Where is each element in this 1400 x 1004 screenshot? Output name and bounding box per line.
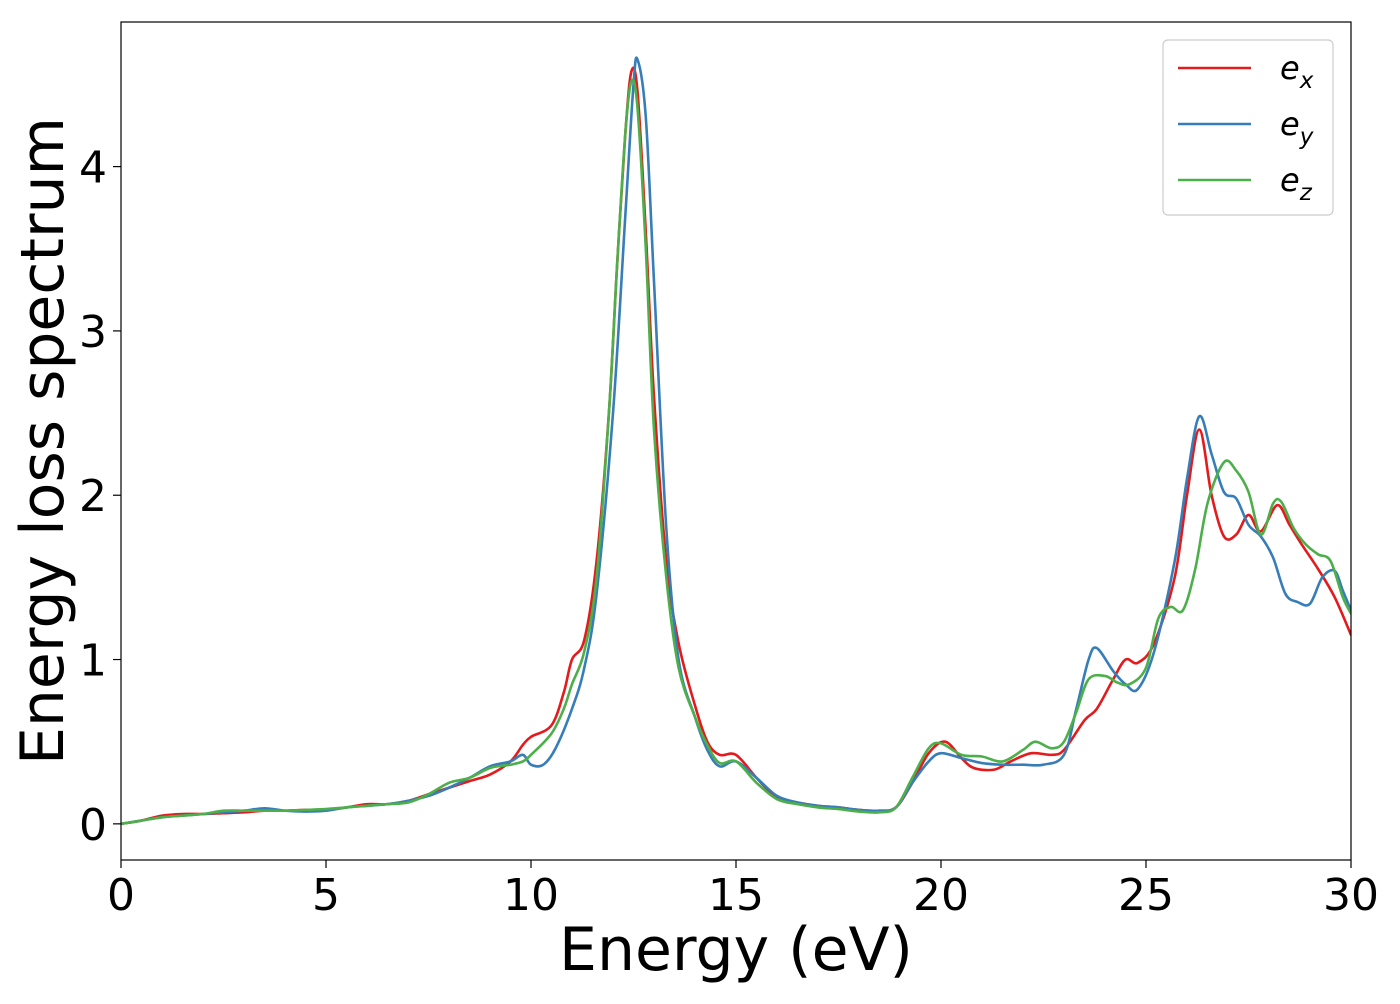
x-axis: 0 5 10 15 20 25 30 (107, 860, 1379, 921)
series-layer (121, 56, 1351, 826)
x-tick-label: 30 (1323, 870, 1379, 921)
x-tick-label: 5 (312, 870, 340, 921)
y-tick-label: 0 (79, 800, 107, 851)
y-axis: 0 1 2 3 4 (79, 143, 121, 851)
series-line-e-y (121, 56, 1351, 826)
y-tick-label: 1 (79, 636, 107, 687)
legend-label-e-y: ey (1280, 105, 1314, 150)
legend: ex ey ez (1162, 39, 1334, 216)
y-axis-title: Energy loss spectrum (8, 117, 78, 765)
x-tick-label: 20 (913, 870, 969, 921)
x-tick-label: 0 (107, 870, 135, 921)
x-tick-label: 15 (708, 870, 764, 921)
x-tick-label: 25 (1118, 870, 1174, 921)
y-tick-label: 2 (79, 471, 107, 522)
series-line-e-z (121, 78, 1351, 826)
plot-background (121, 22, 1351, 860)
y-tick-label: 3 (79, 307, 107, 358)
x-tick-label: 10 (503, 870, 559, 921)
legend-box (1162, 39, 1334, 216)
x-axis-title: Energy (eV) (559, 915, 913, 985)
y-tick-label: 4 (79, 143, 107, 194)
legend-label-e-z: ez (1280, 161, 1313, 206)
legend-label-e-x: ex (1280, 49, 1314, 94)
